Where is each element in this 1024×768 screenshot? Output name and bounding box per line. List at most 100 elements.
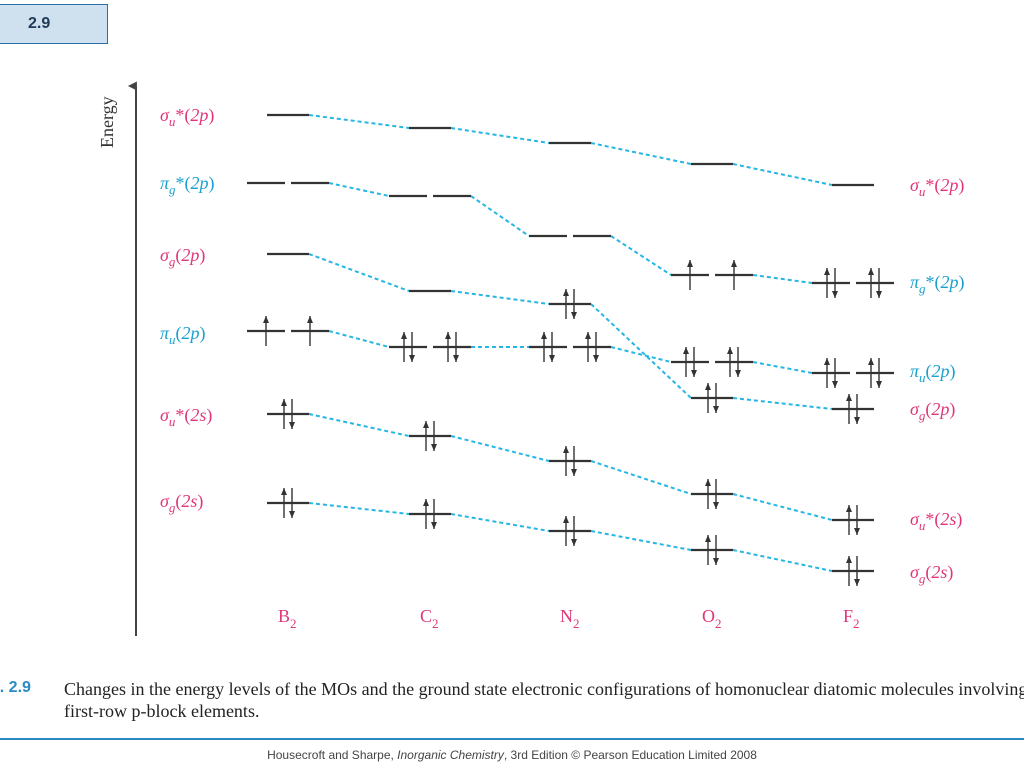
- connector-sigma-u-star-2p-n2-o2: [590, 142, 692, 165]
- electron-f2-pi-g-star-2p-2-down: [876, 268, 882, 298]
- connector-sigma-g-2p-b2-c2: [308, 253, 410, 292]
- electron-n2-sigma-u-star-2s-down: [571, 446, 577, 476]
- right-label-4: σg(2p): [910, 399, 955, 423]
- electron-f2-sigma-g-2s-down: [854, 556, 860, 586]
- electron-n2-sigma-g-2s-down: [571, 516, 577, 546]
- connector-sigma-u-star-2s-n2-o2: [590, 460, 692, 495]
- connector-pi-u-2p-o2-f2: [752, 361, 813, 374]
- electron-o2-sigma-g-2s-up: [705, 535, 711, 565]
- connector-sigma-u-star-2s-c2-n2: [450, 435, 550, 462]
- left-label-4: πu(2p): [160, 323, 206, 347]
- electron-f2-pi-g-star-2p-2-up: [868, 268, 874, 298]
- electron-o2-sigma-u-star-2s-up: [705, 479, 711, 509]
- figure-tag: 2.9: [0, 4, 108, 44]
- electron-f2-sigma-u-star-2s-down: [854, 505, 860, 535]
- electron-o2-pi-g-star-2p-1-up: [687, 260, 693, 290]
- right-label-3: πu(2p): [910, 361, 956, 385]
- electron-f2-sigma-u-star-2s-up: [846, 505, 852, 535]
- right-label-5: σu*(2s): [910, 509, 962, 533]
- electron-f2-sigma-g-2p-up: [846, 394, 852, 424]
- electron-o2-sigma-g-2p-up: [705, 383, 711, 413]
- left-label-6: σg(2s): [160, 491, 203, 515]
- electron-n2-sigma-g-2s-up: [563, 516, 569, 546]
- right-label-1: σu*(2p): [910, 175, 964, 199]
- molecule-label-f2: F2: [843, 606, 860, 631]
- electron-f2-pi-u-2p-2-up: [868, 358, 874, 388]
- molecule-label-c2: C2: [420, 606, 439, 631]
- molecule-label-n2: N2: [560, 606, 580, 631]
- caption-text: Changes in the energy levels of the MOs …: [64, 679, 1024, 721]
- electron-c2-pi-u-2p-1-up: [401, 332, 407, 362]
- electron-o2-sigma-g-2p-down: [713, 383, 719, 413]
- electron-o2-sigma-u-star-2s-down: [713, 479, 719, 509]
- right-label-6: σg(2s): [910, 562, 953, 586]
- left-label-1: σu*(2p): [160, 105, 214, 129]
- electron-f2-pi-g-star-2p-1-down: [832, 268, 838, 298]
- connector-sigma-u-star-2s-b2-c2: [308, 413, 410, 437]
- connector-sigma-g-2s-c2-n2: [450, 513, 550, 532]
- connector-pi-g-star-2p-o2-f2: [752, 274, 813, 284]
- figure-tag-label: 2.9: [28, 15, 51, 32]
- connector-sigma-g-2s-n2-o2: [590, 530, 692, 551]
- credit-authors: Housecroft and Sharpe,: [267, 748, 398, 762]
- electron-o2-pi-u-2p-1-up: [683, 347, 689, 377]
- molecule-label-o2: O2: [702, 606, 722, 631]
- connector-pi-u-2p-b2-c2: [328, 330, 390, 348]
- electron-n2-sigma-g-2p-up: [563, 289, 569, 319]
- electron-b2-pi-u-2p-2-up: [307, 316, 313, 346]
- connector-pi-g-star-2p-b2-c2: [328, 182, 390, 197]
- electron-f2-pi-u-2p-1-up: [824, 358, 830, 388]
- connector-sigma-g-2p-c2-n2: [450, 290, 550, 305]
- caption-number: g. 2.9: [0, 679, 31, 696]
- electron-o2-pi-u-2p-2-up: [727, 347, 733, 377]
- credit-rest: , 3rd Edition © Pearson Education Limite…: [503, 748, 757, 762]
- electron-c2-pi-u-2p-2-up: [445, 332, 451, 362]
- connector-sigma-g-2p-n2-o2: [590, 303, 692, 399]
- electron-o2-pi-u-2p-1-down: [691, 347, 697, 377]
- copyright-credit: Housecroft and Sharpe, Inorganic Chemist…: [0, 748, 1024, 762]
- molecule-label-b2: B2: [278, 606, 297, 631]
- electron-f2-sigma-g-2p-down: [854, 394, 860, 424]
- electron-f2-pi-u-2p-1-down: [832, 358, 838, 388]
- electron-c2-sigma-g-2s-up: [423, 499, 429, 529]
- electron-f2-pi-g-star-2p-1-up: [824, 268, 830, 298]
- electron-n2-pi-u-2p-1-up: [541, 332, 547, 362]
- electron-n2-pi-u-2p-2-up: [585, 332, 591, 362]
- connector-sigma-u-star-2p-c2-n2: [450, 127, 550, 144]
- electron-n2-pi-u-2p-1-down: [549, 332, 555, 362]
- connector-sigma-g-2s-b2-c2: [308, 502, 410, 515]
- connector-sigma-u-star-2p-b2-c2: [308, 114, 410, 129]
- left-label-2: πg*(2p): [160, 173, 215, 197]
- electron-b2-sigma-u-star-2s-down: [289, 399, 295, 429]
- electron-b2-sigma-g-2s-down: [289, 488, 295, 518]
- connector-pi-u-2p-n2-o2: [610, 346, 672, 363]
- electron-n2-pi-u-2p-2-down: [593, 332, 599, 362]
- energy-axis-label: Energy: [97, 96, 117, 148]
- electron-b2-pi-u-2p-1-up: [263, 316, 269, 346]
- caption-rule: [0, 738, 1024, 740]
- left-label-3: σg(2p): [160, 245, 205, 269]
- electron-f2-pi-u-2p-2-down: [876, 358, 882, 388]
- electron-b2-sigma-u-star-2s-up: [281, 399, 287, 429]
- right-label-2: πg*(2p): [910, 272, 965, 296]
- connector-sigma-u-star-2s-o2-f2: [732, 493, 833, 521]
- electron-o2-pi-u-2p-2-down: [735, 347, 741, 377]
- electron-n2-sigma-g-2p-down: [571, 289, 577, 319]
- electron-o2-sigma-g-2s-down: [713, 535, 719, 565]
- left-label-5: σu*(2s): [160, 405, 212, 429]
- electron-c2-sigma-g-2s-down: [431, 499, 437, 529]
- electron-n2-sigma-u-star-2s-up: [563, 446, 569, 476]
- connector-sigma-g-2p-o2-f2: [732, 397, 833, 410]
- electron-c2-pi-u-2p-2-down: [453, 332, 459, 362]
- electron-f2-sigma-g-2s-up: [846, 556, 852, 586]
- electron-c2-sigma-u-star-2s-down: [431, 421, 437, 451]
- mo-diagram: Energy σu*(2p) πg*(2p) σg(2p) πu(2p) σu*(2s)…: [97, 81, 965, 636]
- connector-pi-g-star-2p-c2-n2: [470, 195, 530, 237]
- figure-caption: g. 2.9 Changes in the energy levels of t…: [0, 678, 1024, 728]
- electron-o2-pi-g-star-2p-2-up: [731, 260, 737, 290]
- electron-c2-sigma-u-star-2s-up: [423, 421, 429, 451]
- connector-pi-g-star-2p-n2-o2: [610, 235, 672, 276]
- connector-sigma-g-2s-o2-f2: [732, 549, 833, 572]
- credit-title: Inorganic Chemistry: [397, 748, 504, 762]
- electron-b2-sigma-g-2s-up: [281, 488, 287, 518]
